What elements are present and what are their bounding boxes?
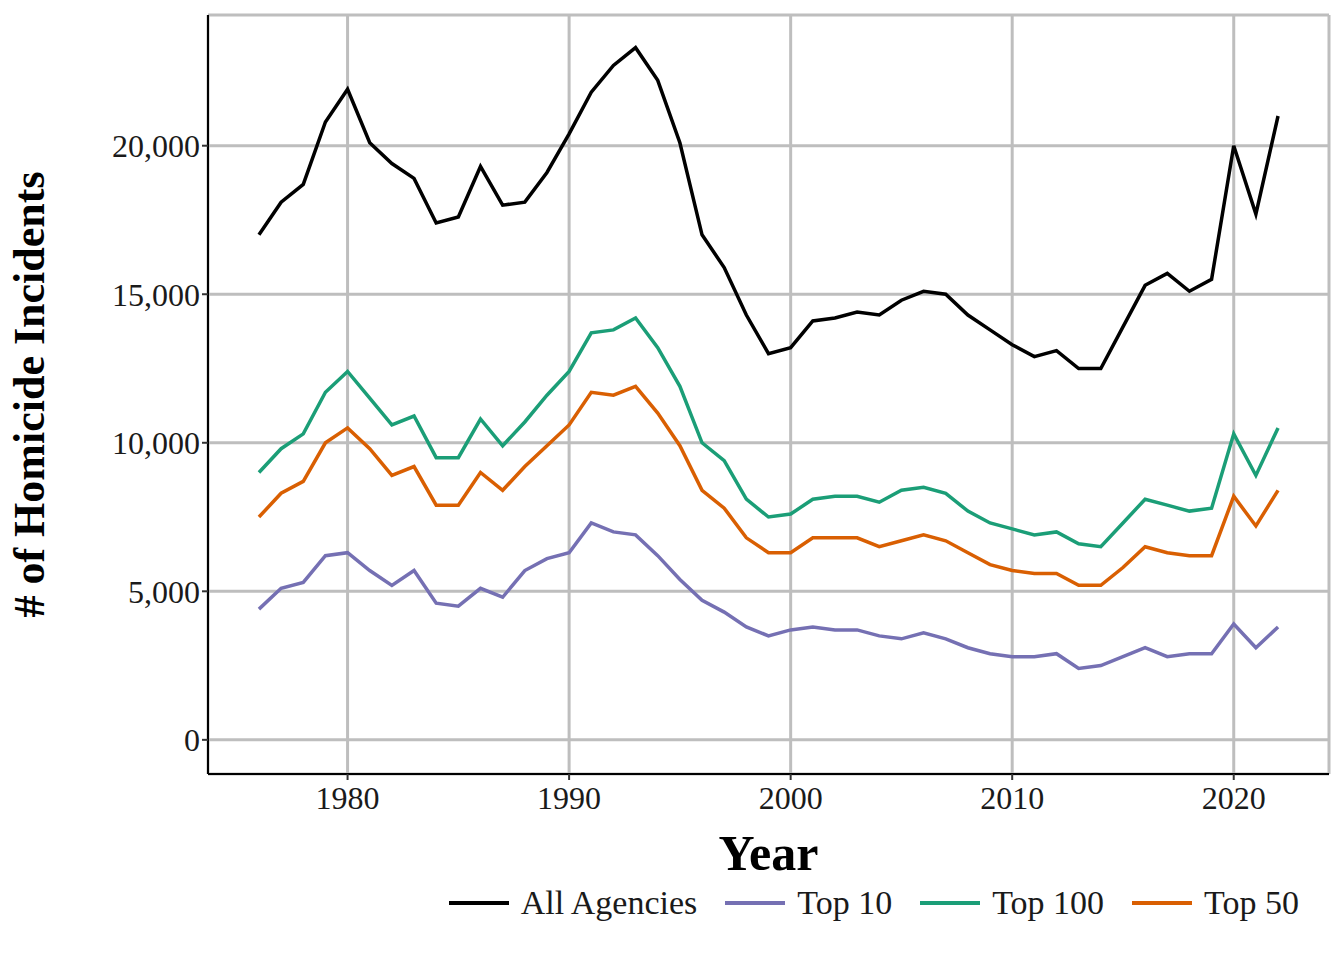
svg-text:5,000: 5,000 (128, 574, 200, 610)
svg-text:2000: 2000 (759, 780, 823, 816)
svg-text:1980: 1980 (316, 780, 380, 816)
svg-text:15,000: 15,000 (112, 277, 200, 313)
html-text:Top 10: Top 10 (797, 884, 893, 921)
svg-text:2010: 2010 (980, 780, 1044, 816)
svg-text:20,000: 20,000 (112, 128, 200, 164)
svg-text:0: 0 (184, 722, 200, 758)
html-text:Top 100: Top 100 (992, 884, 1105, 921)
svg-text:10,000: 10,000 (112, 425, 200, 461)
html-text:All Agencies: All Agencies (520, 884, 698, 921)
svg-text:Year: Year (719, 825, 819, 881)
svg-text:2020: 2020 (1202, 780, 1266, 816)
html-text:Top 50: Top 50 (1204, 884, 1299, 921)
svg-text:# of Homicide Incidents: # of Homicide Incidents (8, 171, 54, 617)
svg-text:1990: 1990 (537, 780, 601, 816)
